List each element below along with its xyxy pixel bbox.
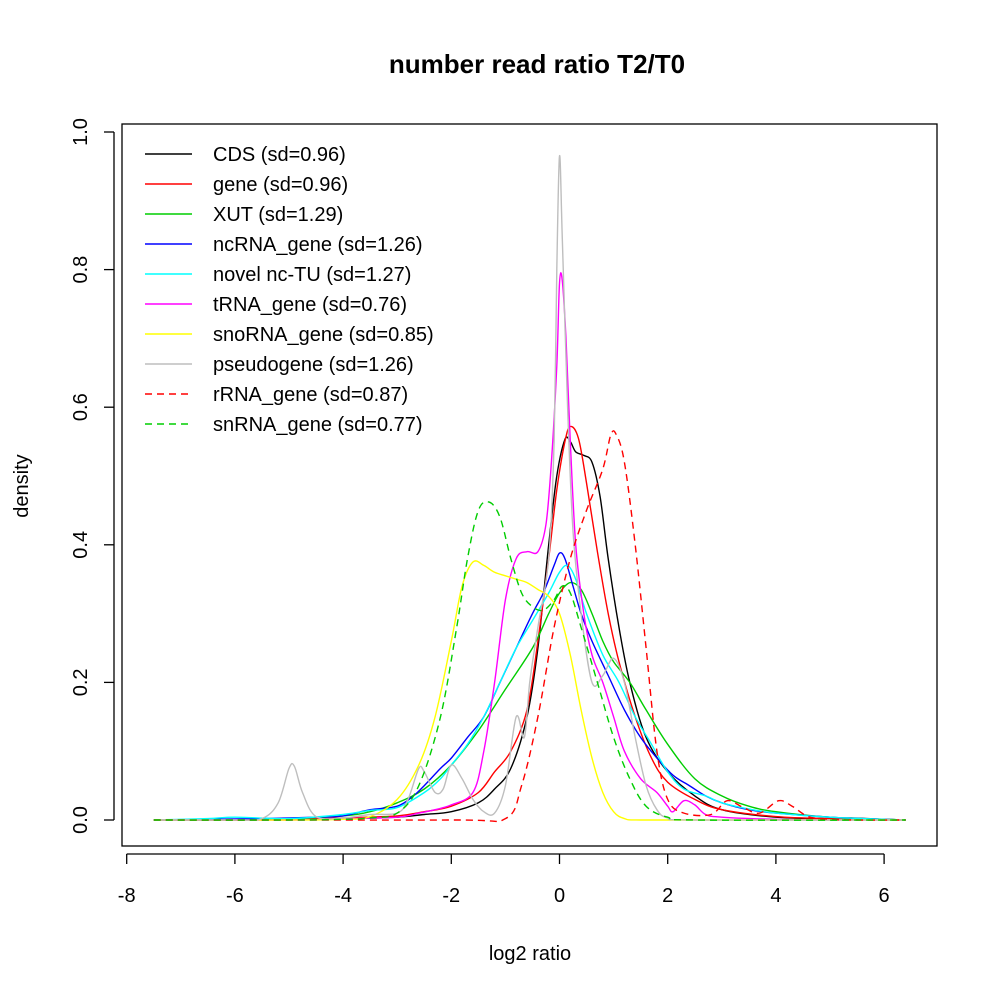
y-tick-label: 0.4 xyxy=(70,531,92,559)
y-tick-label: 1.0 xyxy=(70,118,92,146)
legend-entry: tRNA_gene (sd=0.76) xyxy=(213,294,407,316)
x-tick-label: -6 xyxy=(226,885,244,907)
legend-entry: CDS (sd=0.96) xyxy=(213,144,346,166)
legend-entry: rRNA_gene (sd=0.87) xyxy=(213,384,408,406)
x-axis-label: log2 ratio xyxy=(489,943,571,965)
series-line-6 xyxy=(153,560,906,821)
x-tick-label: -8 xyxy=(118,885,136,907)
axes-group: -8 -6 -4 -2 0 2 4 6 0.0 0.2 0.4 0.6 0.8 1.0 xyxy=(70,118,890,907)
series-line-7 xyxy=(153,155,906,822)
x-tick-label: 2 xyxy=(662,885,673,907)
series-line-4 xyxy=(153,564,906,821)
x-tick-label: -2 xyxy=(442,885,460,907)
y-axis-label: density xyxy=(11,454,33,517)
y-tick-label: 0.2 xyxy=(70,668,92,696)
x-tick-label: 4 xyxy=(770,885,781,907)
legend-entry: XUT (sd=1.29) xyxy=(213,204,343,226)
x-tick-label: 6 xyxy=(879,885,890,907)
legend-entry: snRNA_gene (sd=0.77) xyxy=(213,414,423,436)
x-tick-label: 0 xyxy=(554,885,565,907)
series-line-1 xyxy=(153,425,906,821)
legend-entry: pseudogene (sd=1.26) xyxy=(213,354,414,376)
series-line-8 xyxy=(153,430,906,823)
series-line-9 xyxy=(153,500,906,821)
y-tick-label: 0.8 xyxy=(70,256,92,284)
y-tick-label: 0.0 xyxy=(70,806,92,834)
legend-entry: snoRNA_gene (sd=0.85) xyxy=(213,324,434,346)
legend: CDS (sd=0.96) gene (sd=0.96) XUT (sd=1.29)… xyxy=(145,144,434,436)
series-line-0 xyxy=(153,436,906,821)
legend-entry: ncRNA_gene (sd=1.26) xyxy=(213,234,423,256)
legend-entry: gene (sd=0.96) xyxy=(213,174,348,196)
legend-entry: novel nc-TU (sd=1.27) xyxy=(213,264,411,286)
chart-title: number read ratio T2/T0 xyxy=(389,49,685,79)
series-lines-group xyxy=(153,155,906,823)
x-tick-label: -4 xyxy=(334,885,352,907)
plot-frame xyxy=(121,123,938,847)
y-tick-label: 0.6 xyxy=(70,393,92,421)
